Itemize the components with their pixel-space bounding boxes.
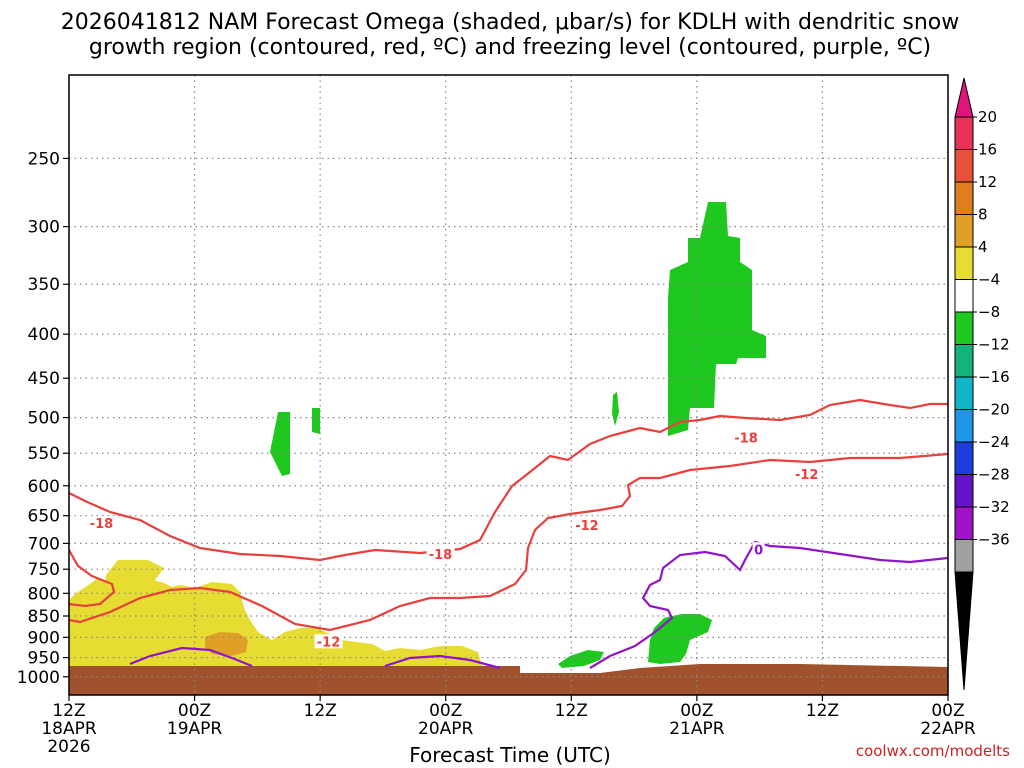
downward-motion-green-small-b — [312, 408, 320, 434]
contour-label-bg — [572, 517, 601, 532]
y-tick-label: 250 — [28, 149, 60, 169]
y-tick-label: 800 — [28, 584, 60, 604]
colorbar-swatch — [954, 279, 974, 313]
x-tick-label: 00Z — [178, 701, 211, 721]
plot-frame — [68, 74, 949, 696]
contour-label-bg — [87, 516, 116, 531]
colorbar-label: 12 — [978, 173, 997, 191]
contour-label: -12 — [795, 468, 819, 483]
contour-label-bg — [752, 542, 765, 557]
x-tick-label: 12Z — [806, 701, 839, 721]
x-tick-label: 00Z — [931, 701, 964, 721]
y-tick-label: 550 — [28, 444, 60, 464]
x-tick-label: 22APR — [920, 719, 976, 739]
colorbar-label: −32 — [978, 498, 1010, 516]
x-tick-label: 12Z — [52, 701, 85, 721]
y-tick-label: 950 — [28, 649, 60, 669]
contour-label-group: -18 -18 -18 -12 -12 -12 0 — [87, 430, 821, 650]
downward-motion-green-tower — [668, 202, 766, 436]
colorbar-label: 4 — [978, 238, 988, 256]
y-tick-label: 300 — [28, 218, 60, 238]
y-tick-label: 400 — [28, 325, 60, 345]
colorbar-label: 8 — [978, 206, 988, 224]
colorbar-swatch — [954, 149, 974, 183]
colorbar-bottom-arrow — [954, 571, 974, 691]
y-tick-label: 650 — [28, 507, 60, 527]
colorbar-swatch — [954, 441, 974, 475]
colorbar-swatch — [954, 116, 974, 150]
contour-label-bg — [792, 467, 821, 482]
downward-motion-green-small-a — [270, 412, 290, 476]
colorbar-label: −16 — [978, 368, 1010, 386]
upward-motion-orange-spot — [205, 632, 248, 656]
contour-label: -12 — [575, 519, 599, 534]
y-tick-label: 1000 — [17, 668, 60, 688]
contour-label: 0 — [754, 543, 763, 558]
y-tick-label: 500 — [28, 409, 60, 429]
colorbar-label: −36 — [978, 531, 1010, 549]
y-tick-label: 750 — [28, 560, 60, 580]
pressure-axis: 2503003504004505005506006507007508008509… — [17, 149, 69, 688]
colorbar-swatch — [954, 539, 974, 573]
colorbar-label: −12 — [978, 336, 1010, 354]
x-tick-label: 2026 — [47, 737, 90, 757]
colorbar-swatch — [954, 246, 974, 280]
contour-freezing-level — [129, 540, 949, 670]
chart-title-line1: 2026041812 NAM Forecast Omega (shaded, μ… — [61, 10, 959, 35]
x-tick-label: 21APR — [669, 719, 725, 739]
contour-label: -18 — [90, 517, 114, 532]
contour-minus18 — [68, 398, 948, 562]
contour-minus12 — [68, 452, 949, 632]
x-axis-label: Forecast Time (UTC) — [409, 743, 611, 767]
x-tick-label: 18APR — [41, 719, 97, 739]
upward-motion-yellow-low — [69, 560, 482, 666]
colorbar-label: −20 — [978, 401, 1010, 419]
colorbar-label: −4 — [978, 271, 1000, 289]
chart-title-line2: growth region (contoured, red, ºC) and f… — [89, 35, 931, 60]
ground-surface — [69, 664, 948, 695]
x-tick-label: 00Z — [680, 701, 713, 721]
downward-motion-green-surface — [558, 650, 604, 668]
y-tick-label: 350 — [28, 275, 60, 295]
colorbar-label: −24 — [978, 433, 1010, 451]
contour-label: -18 — [734, 432, 758, 447]
contour-label-bg — [426, 546, 455, 561]
omega-colorbar: 20 16 12 8 4 −4 −8 −12 −16 −20 −24 −28 −32 −36 — [954, 77, 1010, 691]
colorbar-label: 20 — [978, 108, 997, 126]
contour-label-bg — [314, 634, 343, 649]
colorbar-label: 16 — [978, 141, 997, 159]
colorbar-swatch — [954, 506, 974, 540]
y-tick-label: 850 — [28, 607, 60, 627]
colorbar-top-arrow — [954, 77, 974, 118]
colorbar-label: −8 — [978, 303, 1000, 321]
contour-label: -18 — [429, 548, 453, 563]
colorbar-swatch — [954, 344, 974, 378]
y-tick-label: 700 — [28, 534, 60, 554]
x-tick-label: 00Z — [429, 701, 462, 721]
downward-motion-green-sliver — [612, 392, 619, 426]
source-credit: coolwx.com/modelts — [856, 742, 1010, 760]
contour-label: -12 — [317, 635, 341, 650]
omega-shading — [69, 202, 948, 695]
contour-label-bg — [732, 430, 761, 445]
temperature-contours — [68, 398, 949, 670]
colorbar-swatch — [954, 214, 974, 248]
x-tick-label: 20APR — [418, 719, 474, 739]
y-tick-label: 600 — [28, 477, 60, 497]
colorbar-swatch — [954, 311, 974, 345]
colorbar-swatch — [954, 376, 974, 410]
colorbar-swatch — [954, 409, 974, 443]
x-tick-label: 12Z — [555, 701, 588, 721]
colorbar-label: −28 — [978, 466, 1010, 484]
y-tick-label: 450 — [28, 369, 60, 389]
x-tick-label: 19APR — [167, 719, 223, 739]
x-tick-label: 12Z — [304, 701, 337, 721]
colorbar-swatch — [954, 181, 974, 215]
downward-motion-green-lower — [648, 614, 712, 664]
y-tick-label: 900 — [28, 628, 60, 648]
colorbar-swatch — [954, 474, 974, 508]
chart-grid — [68, 75, 949, 695]
